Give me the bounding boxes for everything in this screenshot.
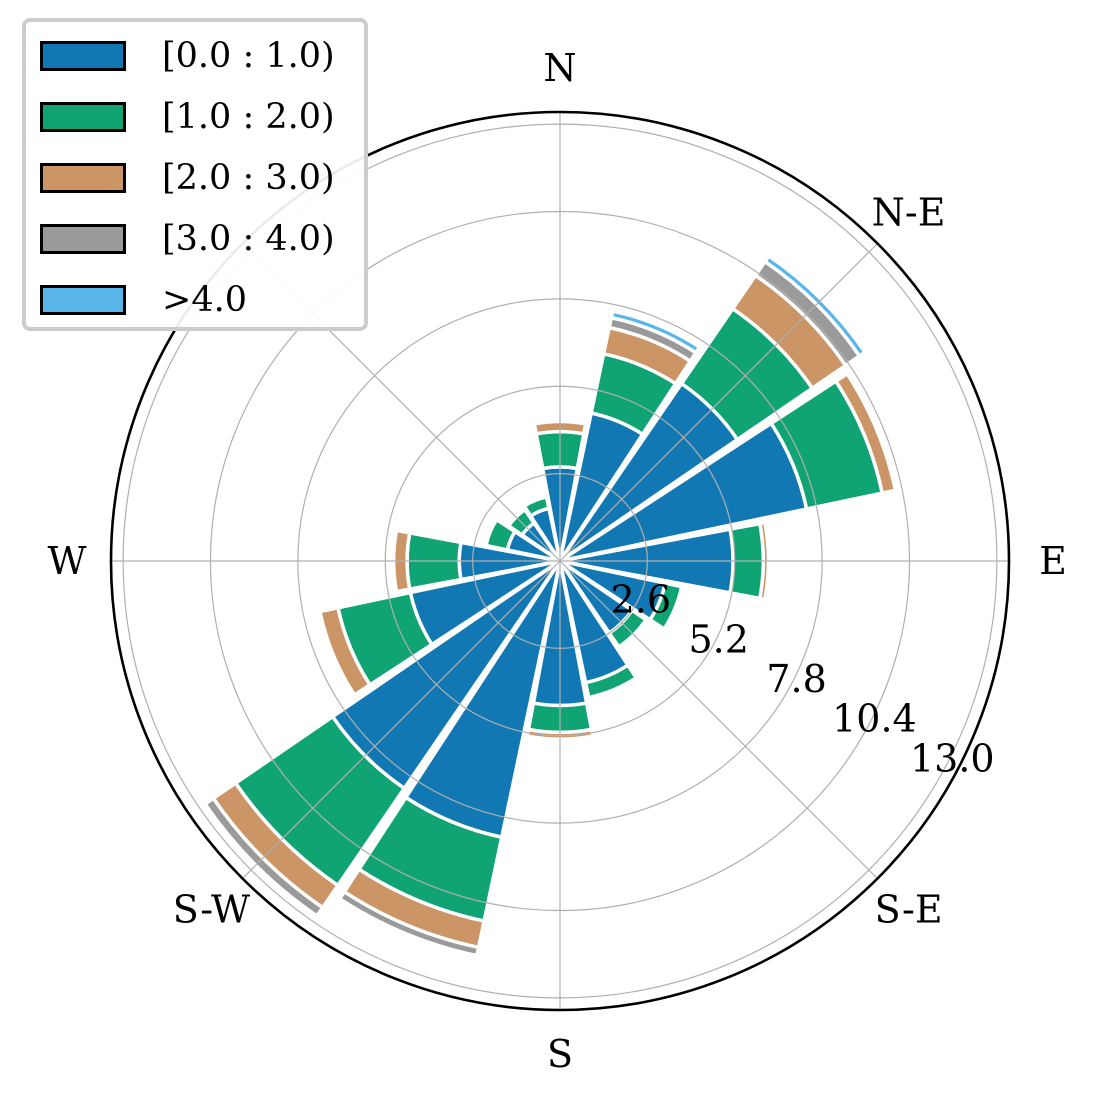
- bar-WSW-bin2: [317, 605, 373, 698]
- direction-label: S-W: [173, 888, 250, 932]
- direction-label: S: [547, 1032, 573, 1076]
- radial-tick-label: 7.8: [766, 657, 826, 701]
- bar-NNW-bin1: [521, 494, 551, 519]
- legend-swatch: [40, 224, 126, 254]
- grid-spoke: [242, 560, 561, 879]
- legend-item: [1.0 : 2.0): [40, 97, 335, 137]
- grid-spoke: [559, 560, 878, 879]
- legend-label: [1.0 : 2.0): [162, 97, 335, 137]
- legend-item: [3.0 : 4.0): [40, 219, 335, 259]
- grid-layer: [109, 110, 1011, 1012]
- bars-layer: [202, 253, 898, 958]
- legend-item: [0.0 : 1.0): [40, 36, 335, 76]
- legend-swatch: [40, 163, 126, 193]
- bar-ENE-bin2: [833, 371, 898, 496]
- outer-spine: [109, 110, 1011, 1012]
- bar-ESE-bin1: [647, 581, 684, 632]
- legend-label: [3.0 : 4.0): [162, 219, 335, 259]
- legend-item: >4.0: [40, 280, 247, 320]
- bar-SSE-bin1: [583, 662, 639, 700]
- legend-label: [2.0 : 3.0): [162, 158, 335, 198]
- direction-label: W: [47, 539, 86, 583]
- legend-swatch: [40, 285, 126, 315]
- bar-SW-bin3: [202, 795, 326, 919]
- direction-label: N-E: [872, 190, 946, 234]
- legend-label: >4.0: [162, 280, 247, 320]
- bar-SSW-bin3: [337, 889, 481, 958]
- legend: [0.0 : 1.0) [1.0 : 2.0) [2.0 : 3.0) [3.0 : …: [22, 18, 368, 331]
- radial-tick-label: 13.0: [910, 736, 995, 780]
- grid-spoke: [559, 243, 878, 562]
- labels-layer: N N-E E S-E S S-W W 2.6 5.2 7.810.413.0: [47, 46, 1066, 1076]
- radial-tick-label: 2.6: [611, 578, 671, 622]
- legend-item: [2.0 : 3.0): [40, 158, 335, 198]
- direction-label: N: [543, 46, 576, 90]
- bar-NNE-bin4: [609, 308, 702, 356]
- bar-NE-bin4: [762, 253, 868, 359]
- legend-swatch: [40, 41, 126, 71]
- radial-tick-label: 10.4: [832, 697, 917, 741]
- direction-label: S-E: [875, 888, 943, 932]
- legend-label: [0.0 : 1.0): [162, 36, 335, 76]
- direction-label: E: [1039, 539, 1067, 583]
- radial-tick-label: 5.2: [688, 617, 748, 661]
- legend-swatch: [40, 102, 126, 132]
